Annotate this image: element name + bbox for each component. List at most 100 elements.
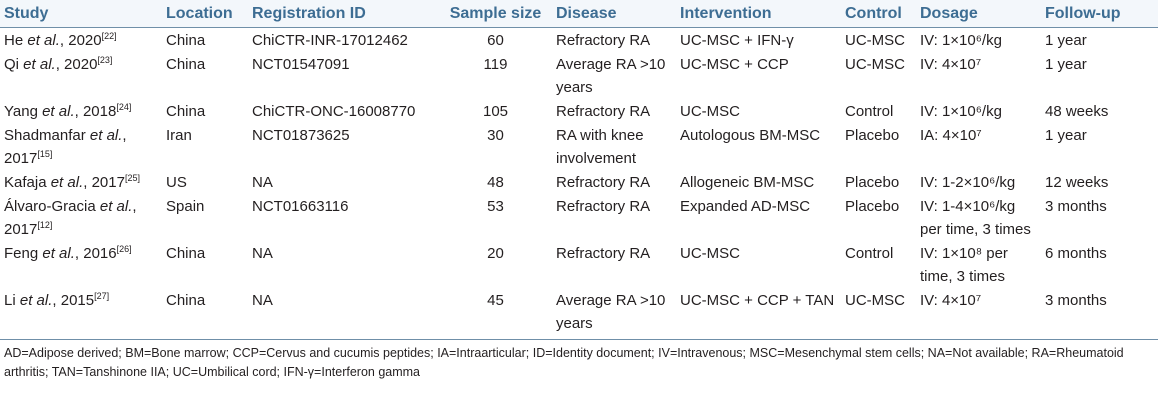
sample-size-cell: 53 (487, 198, 504, 215)
location-cell: Spain (166, 198, 205, 215)
study-ref: [22] (101, 31, 117, 41)
footnote: AD=Adipose derived; BM=Bone marrow; CCP=… (4, 346, 1124, 379)
data-table: Study Location Registration ID Sample size D… (0, 0, 1158, 340)
dosage-cell: IV: 1×10⁸ per time, 3 times (920, 245, 1008, 285)
sample-size-cell: 20 (487, 245, 504, 262)
disease-cell: Average RA >10 years (552, 288, 676, 340)
dosage-cell: IV: 1×10⁶/kg (920, 32, 1002, 49)
disease-cell: Refractory RA (556, 174, 651, 191)
study-ref: [23] (97, 55, 113, 65)
intervention-cell: Autologous BM-MSC (680, 127, 821, 144)
intervention-cell: UC-MSC + IFN-γ (680, 32, 794, 49)
sample-size-cell: 60 (487, 32, 504, 49)
control-cell: UC-MSC (845, 56, 905, 73)
disease-cell: Refractory RA (556, 245, 651, 262)
study-year: , 2020 (55, 56, 98, 73)
table-body: He et al., 2020[22] China ChiCTR-INR-17012… (0, 28, 1158, 340)
registration-id-cell: NCT01663116 (252, 198, 349, 215)
control-cell: Placebo (845, 174, 900, 191)
intervention-cell: UC-MSC + CCP + TAN (676, 288, 841, 340)
study-et-al: et al. (89, 127, 123, 144)
sample-size-cell: 30 (487, 127, 504, 144)
study-author: Li (4, 292, 16, 309)
study-cell: Álvaro-Gracia et al., 2017[12] (0, 194, 162, 241)
dosage-cell: IV: 4×10⁷ (920, 56, 982, 73)
location-cell: China (166, 245, 206, 262)
study-author: Qi (4, 56, 19, 73)
registration-id-cell: ChiCTR-INR-17012462 (252, 32, 408, 49)
control-cell: Control (845, 103, 894, 120)
table-row: Shadmanfar et al., 2017[15] Iran NCT018736… (0, 123, 1158, 170)
study-author: Shadmanfar (4, 127, 86, 144)
study-cell: He et al., 2020[22] (0, 28, 162, 53)
dosage-cell: IA: 4×10⁷ (920, 127, 982, 144)
study-cell: Kafaja et al., 2017[25] (0, 170, 162, 194)
control-cell: Placebo (845, 198, 900, 215)
dosage-cell: IV: 4×10⁷ (916, 288, 1041, 340)
registration-id-cell: ChiCTR-ONC-16008770 (252, 103, 416, 120)
study-ref: [27] (94, 291, 110, 301)
study-et-al: et al. (42, 245, 75, 262)
study-cell: Qi et al., 2020[23] (0, 52, 162, 99)
study-year: , 2020 (59, 32, 102, 49)
study-et-al: et al. (42, 103, 75, 120)
table-row: He et al., 2020[22] China ChiCTR-INR-17012… (0, 28, 1158, 53)
study-author: Feng (4, 245, 39, 262)
follow-up-cell: 1 year (1045, 127, 1087, 144)
study-cell: Shadmanfar et al., 2017[15] (0, 123, 162, 170)
disease-cell: Refractory RA (556, 198, 651, 215)
sample-size-cell: 48 (487, 174, 504, 191)
study-ref: [12] (37, 220, 53, 230)
study-author: Yang (4, 103, 38, 120)
disease-cell: Refractory RA (556, 32, 651, 49)
intervention-cell: Expanded AD-MSC (680, 198, 811, 215)
registration-id-cell: NA (252, 174, 273, 191)
sample-size-cell: 45 (439, 288, 552, 340)
study-year: , 2017 (4, 198, 137, 238)
follow-up-cell: 1 year (1045, 56, 1087, 73)
study-year: , 2017 (4, 127, 127, 167)
study-et-al: et al. (50, 174, 84, 191)
dosage-cell: IV: 1‑2×10⁶/kg (920, 174, 1016, 191)
follow-up-cell: 1 year (1045, 32, 1087, 49)
study-ref: [15] (37, 149, 53, 159)
registration-id-cell: NA (252, 245, 273, 262)
study-year: , 2017 (83, 174, 125, 191)
column-header: Registration ID (248, 0, 439, 28)
study-author: Kafaja (4, 174, 47, 191)
intervention-cell: UC-MSC (680, 103, 740, 120)
table-row: Feng et al., 2016[26] China NA 20 Refractory… (0, 241, 1158, 288)
study-year: , 2018 (74, 103, 117, 120)
column-header: Sample size (439, 0, 552, 28)
table-row: Kafaja et al., 2017[25] US NA 48 Refractory … (0, 170, 1158, 194)
study-et-al: et al. (19, 292, 53, 309)
location-cell: China (166, 56, 206, 73)
study-author: Álvaro-Gracia (4, 198, 96, 215)
study-year: , 2015 (52, 292, 95, 309)
disease-cell: Average RA >10 years (556, 56, 666, 96)
follow-up-cell: 48 weeks (1045, 103, 1109, 120)
study-ref: [26] (116, 244, 132, 254)
study-et-al: et al. (27, 32, 60, 49)
control-cell: Placebo (845, 127, 900, 144)
registration-id-cell: NA (248, 288, 439, 340)
column-header: Follow-up (1041, 0, 1158, 28)
follow-up-cell: 6 months (1045, 245, 1107, 262)
control-cell: Control (845, 245, 894, 262)
column-header: Location (162, 0, 248, 28)
intervention-cell: Allogeneic BM-MSC (680, 174, 815, 191)
header-row: Study Location Registration ID Sample size D… (0, 0, 1158, 28)
study-et-al: et al. (23, 56, 56, 73)
column-header: Control (841, 0, 916, 28)
sample-size-cell: 105 (482, 103, 509, 120)
control-cell: UC-MSC (845, 32, 905, 49)
control-cell: UC-MSC (841, 288, 916, 340)
location-cell: US (166, 174, 187, 191)
location-cell: China (166, 103, 206, 120)
table-row: Li et al., 2015[27] China NA 45 Average RA >… (0, 288, 1158, 340)
dosage-cell: IV: 1‑4×10⁶/kg per time, 3 times (920, 198, 1031, 238)
column-header: Disease (552, 0, 676, 28)
study-cell: Feng et al., 2016[26] (0, 241, 162, 288)
study-year: , 2016 (74, 245, 117, 262)
